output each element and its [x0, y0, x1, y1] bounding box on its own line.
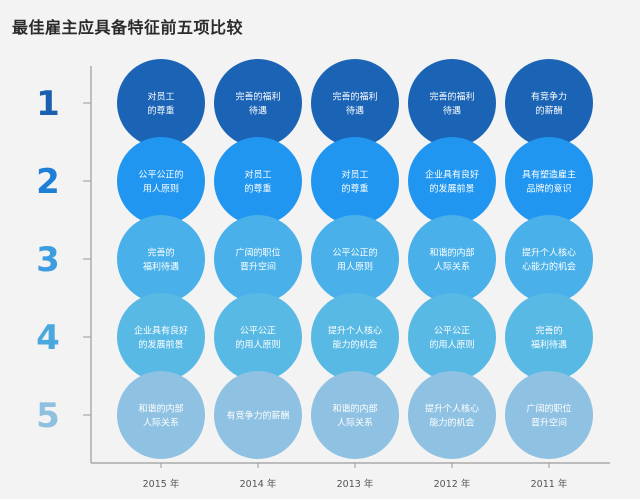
trait-label: 企业具有良好: [425, 169, 479, 181]
trait-label: 能力的机会: [429, 417, 474, 429]
trait-circle: [408, 137, 496, 225]
trait-circle: [311, 215, 399, 303]
trait-label: 完善的福利: [235, 91, 280, 103]
trait-circle: [408, 293, 496, 381]
trait-circle: [214, 215, 302, 303]
trait-label: 晋升空间: [240, 261, 276, 273]
trait-label: 晋升空间: [531, 417, 567, 429]
trait-label: 的用人原则: [235, 339, 280, 351]
trait-label: 的尊重: [341, 183, 368, 195]
trait-label: 对员工: [341, 169, 368, 181]
trait-circle: [408, 59, 496, 147]
trait-label: 公平公正的: [138, 169, 183, 181]
trait-circle: [214, 59, 302, 147]
trait-label: 人际关系: [337, 417, 373, 429]
trait-label: 和谐的内部: [138, 403, 183, 415]
year-label: 2011 年: [531, 478, 568, 490]
trait-label: 的尊重: [244, 183, 271, 195]
trait-label: 和谐的内部: [429, 247, 474, 259]
trait-circle: [117, 137, 205, 225]
year-label: 2013 年: [337, 478, 374, 490]
trait-label: 提升个人核心: [522, 247, 576, 259]
trait-label: 待遇: [249, 105, 267, 117]
trait-circle: [311, 137, 399, 225]
trait-label: 有竞争力: [531, 91, 567, 103]
trait-label: 具有塑造雇主: [522, 169, 576, 181]
trait-label: 福利待遇: [531, 339, 567, 351]
rank-label-5: 5: [36, 396, 60, 436]
trait-circle: [214, 371, 302, 459]
trait-label: 广阔的职位: [526, 403, 571, 415]
trait-label: 的薪酬: [535, 105, 562, 117]
trait-label: 完善的: [147, 247, 174, 259]
trait-label: 提升个人核心: [425, 403, 479, 415]
trait-circle: [214, 293, 302, 381]
trait-label: 福利待遇: [143, 261, 179, 273]
trait-label: 的用人原则: [429, 339, 474, 351]
trait-label: 企业具有良好: [134, 325, 188, 337]
trait-circle: [505, 371, 593, 459]
trait-label: 待遇: [346, 105, 364, 117]
trait-circle: [117, 293, 205, 381]
trait-label: 完善的: [535, 325, 562, 337]
trait-label: 对员工: [244, 169, 271, 181]
trait-label: 待遇: [443, 105, 461, 117]
year-label: 2012 年: [434, 478, 471, 490]
trait-circle: [505, 215, 593, 303]
trait-circle: [505, 59, 593, 147]
trait-label: 的发展前景: [138, 339, 183, 351]
trait-circle: [117, 59, 205, 147]
trait-label: 用人原则: [337, 261, 373, 273]
rank-label-2: 2: [36, 162, 60, 202]
trait-label: 心能力的机会: [522, 261, 576, 273]
trait-circle: [117, 371, 205, 459]
trait-circle: [311, 371, 399, 459]
trait-circle: [505, 137, 593, 225]
trait-label: 公平公正的: [332, 247, 377, 259]
trait-label: 人际关系: [143, 417, 179, 429]
trait-label: 的尊重: [147, 105, 174, 117]
trait-label: 提升个人核心: [328, 325, 382, 337]
rank-label-1: 1: [36, 84, 60, 124]
year-label: 2015 年: [143, 478, 180, 490]
rank-label-3: 3: [36, 240, 60, 280]
trait-label: 品牌的意识: [526, 183, 571, 195]
trait-circle: [408, 371, 496, 459]
trait-label: 用人原则: [143, 183, 179, 195]
trait-label: 完善的福利: [429, 91, 474, 103]
trait-circle: [311, 293, 399, 381]
trait-circle: [117, 215, 205, 303]
trait-label: 公平公正: [240, 326, 276, 337]
trait-label: 广阔的职位: [235, 247, 280, 259]
chart-title: 最佳雇主应具备特征前五项比较: [12, 18, 244, 37]
trait-label: 和谐的内部: [332, 403, 377, 415]
trait-label: 有竞争力的薪酬: [226, 410, 289, 422]
trait-label: 能力的机会: [332, 339, 377, 351]
trait-circle: [214, 137, 302, 225]
trait-label: 完善的福利: [332, 91, 377, 103]
year-label: 2014 年: [240, 478, 277, 490]
rank-label-4: 4: [36, 318, 60, 358]
trait-label: 公平公正: [434, 326, 470, 337]
trait-label: 人际关系: [434, 261, 470, 273]
trait-circle: [505, 293, 593, 381]
trait-label: 的发展前景: [429, 183, 474, 195]
trait-circle: [311, 59, 399, 147]
trait-label: 对员工: [147, 91, 174, 103]
trait-circle: [408, 215, 496, 303]
